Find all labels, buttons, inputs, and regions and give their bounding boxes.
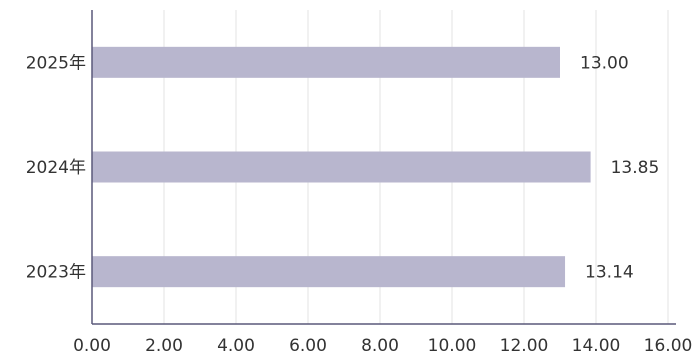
x-tick-label-4: 8.00 bbox=[361, 336, 399, 356]
value-label-0: 13.00 bbox=[580, 53, 629, 73]
category-label-0: 2025年 bbox=[26, 53, 86, 73]
bar-1 bbox=[92, 151, 591, 183]
value-label-1: 13.85 bbox=[611, 158, 660, 178]
category-label-2: 2023年 bbox=[26, 263, 86, 283]
x-tick-label-0: 0.00 bbox=[73, 336, 111, 356]
category-label-1: 2024年 bbox=[26, 158, 86, 178]
bar-0 bbox=[92, 46, 560, 78]
x-tick-label-2: 4.00 bbox=[217, 336, 255, 356]
value-label-2: 13.14 bbox=[585, 263, 634, 283]
x-tick-label-8: 16.00 bbox=[644, 336, 693, 356]
x-tick-label-6: 12.00 bbox=[500, 336, 549, 356]
bars bbox=[92, 46, 591, 288]
axes bbox=[91, 10, 676, 325]
x-tick-label-7: 14.00 bbox=[572, 336, 621, 356]
x-tick-label-3: 6.00 bbox=[289, 336, 327, 356]
x-tick-label-5: 10.00 bbox=[428, 336, 477, 356]
x-tick-label-1: 2.00 bbox=[145, 336, 183, 356]
bar-2 bbox=[92, 256, 566, 288]
labels: 13.00 2025年 13.85 2024年 13.14 2023年 0.00 2.00 4.… bbox=[26, 53, 693, 356]
